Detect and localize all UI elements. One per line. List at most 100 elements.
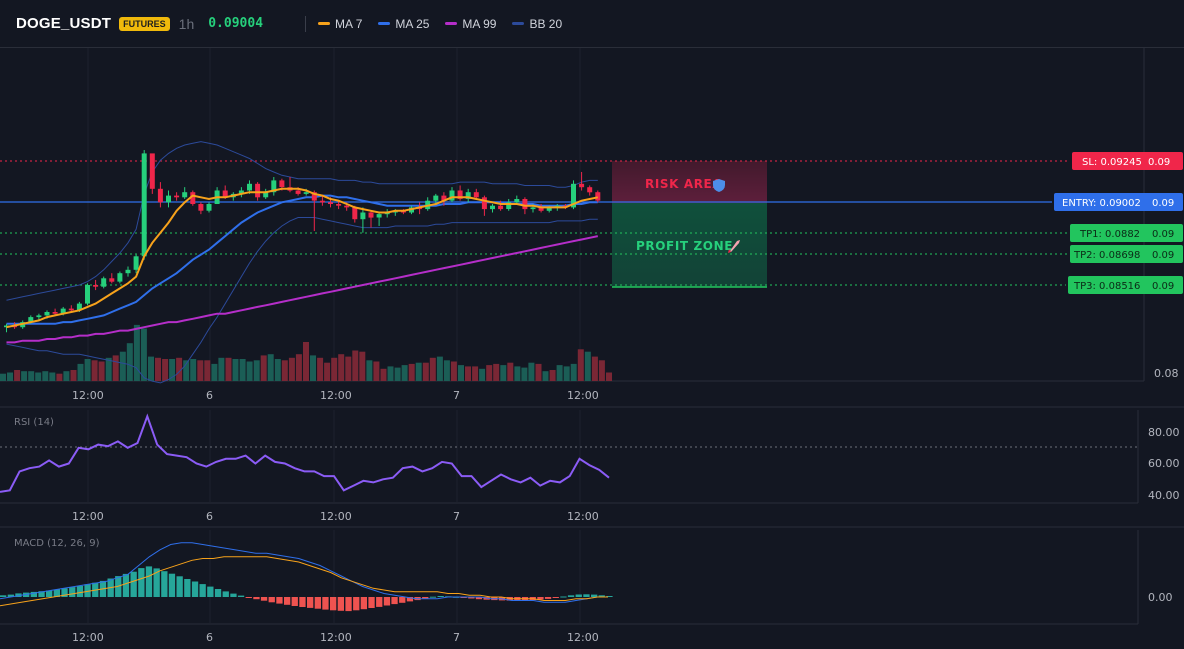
- macd-hist-bar: [429, 596, 437, 598]
- time-tick: 12:00: [567, 631, 599, 644]
- candle-body: [295, 190, 301, 194]
- volume-bar: [112, 355, 119, 381]
- legend-ma25[interactable]: MA 25: [378, 17, 429, 31]
- candle-body: [311, 192, 317, 201]
- volume-bar: [42, 371, 49, 381]
- volume-bar: [0, 373, 6, 381]
- candle-body: [481, 197, 487, 210]
- sl-label-text: SL: 0.09245: [1082, 157, 1142, 168]
- volume-bar: [35, 372, 42, 381]
- macd-hist-bar: [552, 597, 559, 598]
- tp1-label-text: TP1: 0.0882: [1079, 229, 1140, 240]
- tp1-price-label[interactable]: TP1: 0.0882 0.09: [1070, 224, 1183, 242]
- volume-bar: [218, 357, 225, 381]
- chart-canvas[interactable]: RISK AREA PROFIT ZONE SL: 0.09245 0.09 E…: [0, 48, 1184, 649]
- legend-ma99[interactable]: MA 99: [445, 17, 496, 31]
- candle-body: [238, 190, 244, 194]
- price-axis-tick: 0.08: [1154, 367, 1179, 380]
- volume-bar: [274, 359, 281, 381]
- macd-hist-bar: [330, 597, 337, 611]
- candle-body: [166, 195, 171, 203]
- macd-hist-bar: [307, 597, 314, 608]
- volume-bar: [549, 370, 556, 381]
- volume-bar: [288, 357, 295, 381]
- candle-body: [587, 187, 593, 193]
- volume-bar: [148, 356, 154, 381]
- time-tick: 7: [453, 389, 460, 402]
- time-tick: 7: [453, 631, 460, 644]
- candle-body: [36, 315, 42, 318]
- legend-ma7-label: MA 7: [335, 16, 363, 31]
- volume-bar: [450, 361, 457, 381]
- profit-zone[interactable]: [612, 203, 767, 287]
- legend-ma25-label: MA 25: [395, 16, 430, 31]
- time-axis-rsi[interactable]: 12:00 6 12:00 7 12:00: [72, 510, 599, 523]
- legend-ma99-label: MA 99: [462, 16, 497, 31]
- macd-hist-bar: [337, 597, 344, 611]
- macd-hist-bar: [575, 594, 582, 597]
- tp2-label-suffix: 0.09: [1152, 250, 1174, 261]
- candle-body: [328, 202, 333, 204]
- time-axis-macd[interactable]: 12:00 6 12:00 7 12:00: [72, 631, 599, 644]
- candle-body: [60, 308, 66, 314]
- volume-bar: [500, 365, 507, 381]
- tp3-price-label[interactable]: TP3: 0.08516 0.09: [1068, 276, 1183, 294]
- volume-bar: [472, 366, 479, 381]
- volume-bar: [204, 360, 211, 381]
- legend-ma7[interactable]: MA 7: [318, 17, 362, 31]
- candle-body: [125, 269, 131, 274]
- macd-hist-bar: [15, 593, 22, 597]
- interval-selector[interactable]: 1h: [178, 15, 195, 32]
- tp2-price-label[interactable]: TP2: 0.08698 0.09: [1070, 245, 1183, 263]
- candle-body: [44, 312, 50, 316]
- ma25-swatch: [378, 22, 391, 25]
- time-axis-main[interactable]: 12:00 6 12:00 7 12:00: [72, 389, 599, 402]
- macd-hist-bar: [161, 571, 168, 597]
- volume-bar: [465, 366, 471, 381]
- macd-hist-bar: [368, 597, 375, 608]
- macd-hist-bar: [46, 590, 53, 597]
- legend-bb20[interactable]: BB 20: [512, 17, 562, 31]
- macd-hist-bar: [276, 597, 283, 604]
- macd-hist-bar: [537, 597, 544, 600]
- rsi-tick: 40.00: [1148, 489, 1180, 502]
- time-tick: 12:00: [320, 631, 352, 644]
- candle-body: [595, 192, 601, 201]
- candle-body: [174, 195, 180, 198]
- volume-bar: [394, 367, 401, 381]
- macd-hist-bar: [284, 597, 291, 605]
- ma7-swatch: [318, 22, 331, 25]
- macd-hist-bar: [475, 597, 483, 600]
- rsi-tick: 60.00: [1148, 457, 1180, 470]
- candle-body: [109, 278, 115, 282]
- volume-bar: [514, 366, 521, 381]
- candle-body: [206, 204, 212, 211]
- volume-bar: [98, 361, 105, 381]
- candle-body: [433, 195, 439, 201]
- candle-body: [473, 192, 479, 198]
- macd-hist-bar: [84, 584, 91, 598]
- volume-bar: [105, 357, 112, 381]
- macd-hist-bar: [138, 568, 145, 597]
- rocket-icon: [728, 240, 740, 253]
- macd-hist-bar: [544, 597, 552, 599]
- candle-body: [141, 153, 147, 257]
- entry-label-suffix: 0.09: [1152, 198, 1174, 209]
- volume-bar: [570, 363, 577, 381]
- entry-price-label[interactable]: ENTRY: 0.09002 0.09: [1054, 193, 1183, 211]
- volume-bar: [155, 357, 161, 381]
- ma99-line: [6, 235, 599, 344]
- candle-body: [247, 183, 252, 191]
- symbol-name[interactable]: DOGE_USDT: [16, 15, 112, 32]
- sl-price-label[interactable]: SL: 0.09245 0.09: [1072, 152, 1183, 170]
- risk-zone[interactable]: [612, 161, 767, 203]
- candle-body: [303, 192, 309, 194]
- macd-hist-bar: [437, 596, 444, 597]
- volume-bar: [401, 365, 408, 381]
- macd-hist-bar: [353, 597, 360, 611]
- time-tick: 12:00: [567, 510, 599, 523]
- volume-bar: [366, 360, 373, 381]
- macd-hist-bar: [314, 597, 321, 609]
- volume-bar: [267, 354, 274, 381]
- candle-body: [198, 204, 204, 211]
